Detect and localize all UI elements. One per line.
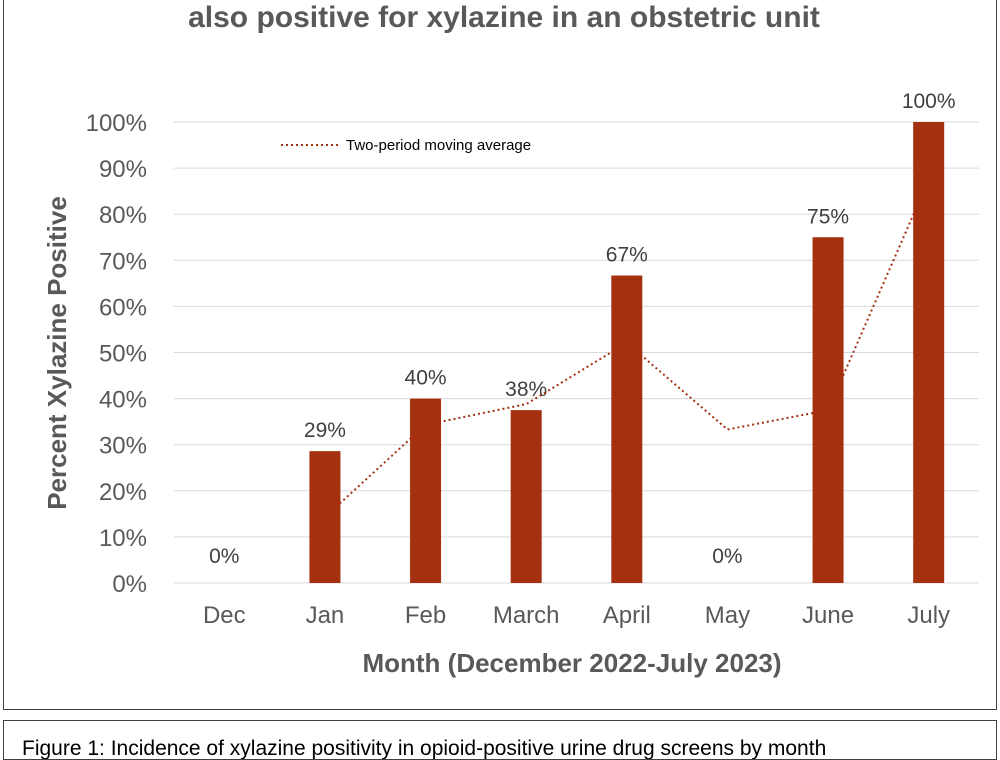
y-tick-label: 30% (99, 433, 147, 460)
trendline (324, 179, 930, 518)
chart-frame: also positive for xylazine in an obstetr… (3, 0, 997, 710)
y-tick-label: 40% (99, 387, 147, 414)
gridlines (174, 121, 979, 584)
data-label: 67% (606, 244, 648, 267)
data-label: 0% (712, 545, 742, 568)
figure-caption: Figure 1: Incidence of xylazine positivi… (22, 737, 827, 760)
y-tick-label: 10% (99, 525, 147, 552)
x-tick-label: Jan (306, 602, 345, 629)
data-label: 29% (304, 419, 346, 442)
bar (913, 122, 945, 583)
bar (812, 237, 844, 583)
data-labels: 0% 29% 40% 38% 67% 0% 75% 100% (209, 90, 955, 568)
data-label: 0% (209, 545, 239, 568)
y-axis-title: Percent Xylazine Positive (42, 196, 72, 510)
x-tick-label: March (493, 602, 560, 629)
data-label: 100% (902, 90, 956, 113)
x-axis-title: Month (December 2022-July 2023) (362, 648, 781, 678)
y-tick-label: 20% (99, 479, 147, 506)
bar (410, 398, 442, 583)
y-tick-label: 90% (99, 156, 147, 183)
y-tick-label: 100% (86, 110, 147, 137)
x-tick-label: June (802, 602, 854, 629)
x-tick-label: April (603, 602, 651, 629)
y-tick-label: 50% (99, 341, 147, 368)
figure-caption-box: Figure 1: Incidence of xylazine positivi… (3, 720, 997, 760)
data-label: 75% (807, 205, 849, 228)
trendline-group (324, 179, 930, 518)
data-label: 40% (405, 367, 447, 390)
x-tick-label: May (705, 602, 750, 629)
bar (510, 410, 542, 583)
data-label: 38% (505, 378, 547, 401)
legend-label-trendline: Two-period moving average (346, 137, 531, 154)
x-tick-label: Feb (405, 602, 446, 629)
y-tick-label: 60% (99, 294, 147, 321)
x-tick-labels: Dec Jan Feb March April May June July (203, 602, 950, 629)
bar-chart: also positive for xylazine in an obstetr… (42, 1, 979, 678)
x-tick-label: July (907, 602, 950, 629)
y-tick-labels: 0% 10% 20% 30% 40% 50% 60% 70% 80% 90% 100% (86, 110, 147, 598)
y-tick-label: 0% (112, 571, 147, 598)
bar (611, 275, 643, 583)
y-tick-label: 80% (99, 202, 147, 229)
x-tick-label: Dec (203, 602, 246, 629)
legend: Two-period moving average (281, 137, 531, 154)
y-tick-label: 70% (99, 248, 147, 275)
chart-title: also positive for xylazine in an obstetr… (188, 1, 820, 34)
